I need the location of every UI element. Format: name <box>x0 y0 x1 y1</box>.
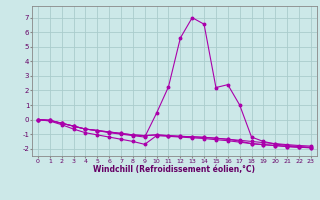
X-axis label: Windchill (Refroidissement éolien,°C): Windchill (Refroidissement éolien,°C) <box>93 165 255 174</box>
